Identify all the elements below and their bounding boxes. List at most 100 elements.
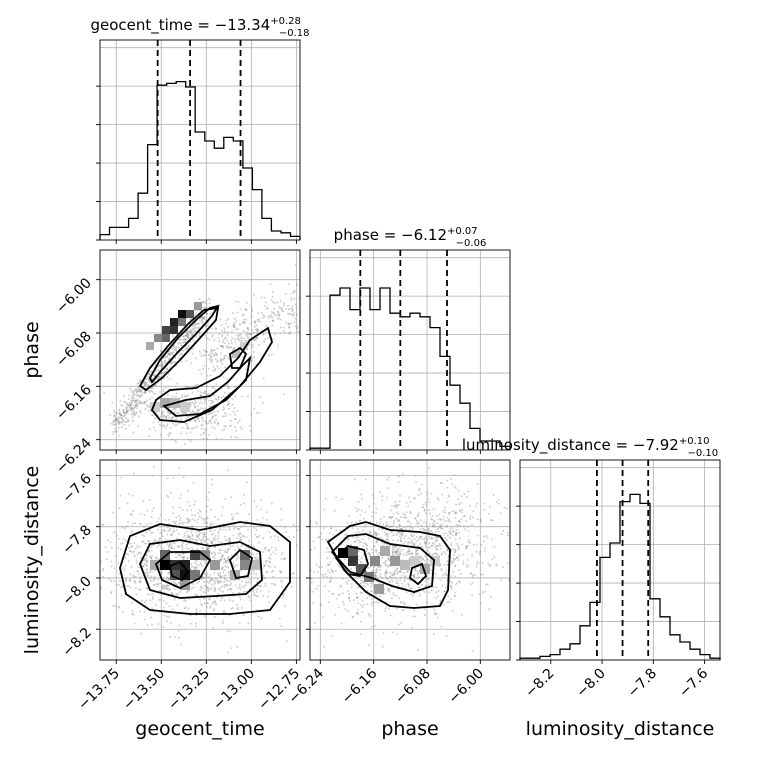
- scatter-point: [133, 542, 135, 544]
- scatter-point: [206, 525, 208, 527]
- x-tick-label: −13.50: [120, 666, 168, 714]
- scatter-point: [338, 593, 341, 596]
- scatter-point: [233, 566, 235, 569]
- scatter-point: [145, 378, 147, 380]
- scatter-point: [305, 562, 307, 564]
- scatter-point: [393, 522, 395, 525]
- scatter-point: [344, 608, 347, 610]
- scatter-point: [189, 536, 192, 539]
- scatter-point: [439, 544, 442, 547]
- scatter-point: [221, 514, 223, 517]
- scatter-point: [116, 430, 118, 433]
- scatter-point: [133, 407, 135, 409]
- scatter-point: [170, 361, 173, 364]
- scatter-point: [120, 586, 122, 589]
- scatter-point: [161, 424, 163, 427]
- scatter-point: [170, 360, 172, 363]
- scatter-point: [188, 547, 190, 550]
- scatter-point: [414, 579, 416, 582]
- scatter-point: [239, 538, 242, 541]
- scatter-point: [211, 542, 213, 545]
- scatter-point: [185, 332, 188, 334]
- scatter-point: [238, 547, 240, 549]
- scatter-point: [412, 531, 414, 534]
- scatter-point: [189, 405, 192, 407]
- scatter-point: [401, 585, 403, 588]
- scatter-point: [173, 348, 176, 351]
- scatter-point: [212, 601, 215, 603]
- scatter-point: [188, 520, 191, 523]
- scatter-point: [411, 574, 414, 576]
- scatter-point: [399, 524, 401, 527]
- scatter-point: [174, 636, 176, 638]
- scatter-point: [290, 297, 293, 299]
- scatter-point: [371, 570, 374, 572]
- scatter-point: [268, 601, 270, 603]
- scatter-point: [210, 541, 212, 544]
- scatter-point: [403, 603, 405, 605]
- scatter-point: [179, 554, 182, 556]
- scatter-point: [443, 532, 445, 535]
- scatter-point: [122, 611, 124, 614]
- scatter-point: [268, 556, 270, 559]
- scatter-point: [308, 525, 310, 527]
- scatter-point: [148, 541, 150, 544]
- scatter-point: [291, 309, 294, 311]
- scatter-point: [472, 516, 474, 519]
- scatter-point: [132, 408, 135, 410]
- scatter-point: [196, 521, 199, 524]
- scatter-point: [214, 582, 216, 585]
- scatter-point: [118, 416, 120, 419]
- scatter-point: [408, 548, 411, 550]
- scatter-point: [417, 572, 420, 575]
- scatter-point: [265, 547, 267, 549]
- scatter-point: [212, 551, 215, 554]
- scatter-point: [231, 342, 233, 344]
- scatter-point: [168, 352, 170, 355]
- scatter-point: [360, 557, 363, 559]
- scatter-point: [342, 601, 344, 603]
- scatter-point: [278, 315, 280, 317]
- scatter-point: [193, 325, 196, 328]
- scatter-point: [139, 380, 142, 382]
- scatter-point: [256, 328, 259, 330]
- scatter-point: [273, 302, 276, 304]
- scatter-point: [177, 412, 179, 414]
- scatter-point: [139, 390, 142, 393]
- scatter-point: [423, 608, 426, 610]
- scatter-point: [248, 595, 250, 597]
- scatter-point: [427, 546, 430, 549]
- scatter-point: [274, 546, 277, 549]
- scatter-point: [129, 550, 131, 552]
- scatter-point: [380, 517, 382, 520]
- scatter-point: [195, 401, 197, 404]
- scatter-point: [415, 532, 417, 534]
- scatter-point: [251, 346, 254, 348]
- scatter-point: [147, 384, 149, 386]
- scatter-point: [240, 545, 242, 547]
- scatter-point: [401, 575, 404, 577]
- scatter-point: [133, 551, 135, 553]
- scatter-point: [223, 428, 225, 430]
- scatter-point: [363, 535, 366, 537]
- scatter-point: [228, 558, 230, 560]
- scatter-point: [181, 396, 184, 398]
- scatter-point: [236, 311, 239, 314]
- scatter-point: [243, 337, 246, 340]
- scatter-point: [171, 546, 173, 549]
- scatter-point: [393, 520, 395, 522]
- scatter-point: [125, 539, 127, 542]
- scatter-point: [174, 597, 176, 599]
- scatter-point: [463, 493, 466, 495]
- scatter-point: [424, 542, 427, 544]
- scatter-point: [161, 364, 164, 367]
- scatter-point: [140, 380, 142, 383]
- scatter-point: [412, 574, 415, 577]
- scatter-point: [139, 391, 141, 393]
- scatter-point: [223, 586, 226, 588]
- scatter-point: [110, 560, 113, 563]
- scatter-point: [221, 554, 224, 556]
- scatter-point: [346, 544, 348, 546]
- scatter-point: [457, 524, 459, 526]
- scatter-point: [161, 413, 164, 415]
